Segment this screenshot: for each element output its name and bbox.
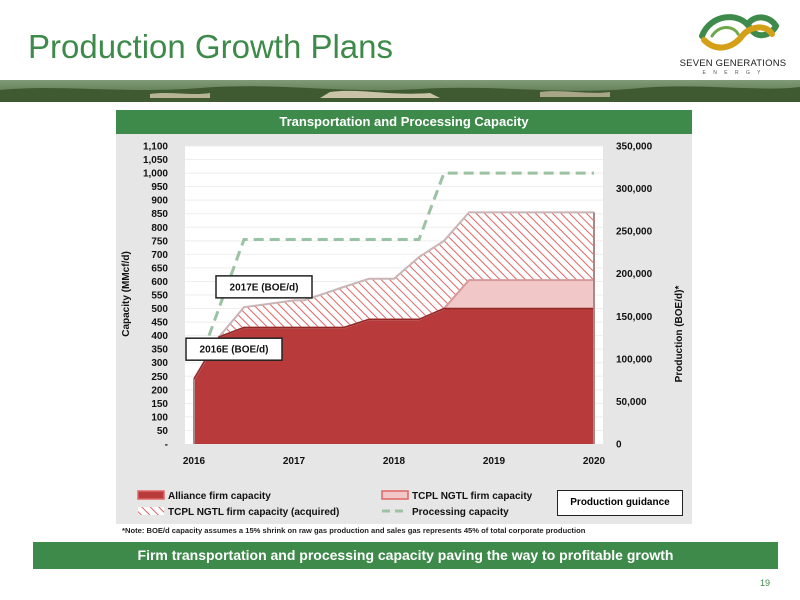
- y2-axis-label: Production (BOE/d)*: [674, 286, 685, 383]
- logo-swoosh-inner: [710, 26, 740, 38]
- y-tick-label: 1,050: [143, 155, 168, 166]
- y-tick-label: 300: [151, 358, 168, 369]
- y-tick-label: 400: [151, 331, 168, 342]
- y-tick-label: 650: [151, 263, 168, 274]
- legend-label-ngtl: TCPL NGTL firm capacity: [412, 491, 533, 502]
- area-ngtl-acquired: [194, 212, 594, 379]
- landscape-banner: [0, 80, 800, 102]
- y-tick-label: 500: [151, 304, 168, 315]
- y2-tick-label: 300,000: [616, 184, 653, 195]
- y-tick-label: 350: [151, 345, 168, 356]
- production-guidance-box: Production guidance: [557, 490, 683, 516]
- brand-subtitle: E N E R G Y: [702, 70, 764, 76]
- legend-label-processing: Processing capacity: [412, 507, 509, 518]
- y-axis-label: Capacity (MMcf/d): [121, 251, 132, 337]
- y-tick-label: 250: [151, 372, 168, 383]
- y2-tick-label: 200,000: [616, 269, 653, 280]
- y-tick-label: 700: [151, 250, 168, 261]
- x-tick-label: 2020: [583, 456, 606, 467]
- logo-swoosh-bottom: [701, 24, 775, 51]
- y-tick-label: 550: [151, 291, 168, 302]
- footer-banner: Firm transportation and processing capac…: [33, 542, 778, 569]
- annotation-label: 2017E (BOE/d): [230, 282, 299, 293]
- y-tick-label: -: [165, 440, 168, 451]
- footnote: *Note: BOE/d capacity assumes a 15% shri…: [122, 526, 586, 535]
- area-ngtl-firm: [194, 280, 594, 379]
- seven-generations-logo: [699, 14, 780, 51]
- x-tick-label: 2019: [483, 456, 506, 467]
- y2-tick-label: 0: [616, 440, 622, 451]
- annotation-box: [215, 275, 313, 299]
- y-tick-label: 150: [151, 399, 168, 410]
- legend-label-acquired: TCPL NGTL firm capacity (acquired): [168, 507, 339, 518]
- legend-label-alliance: Alliance firm capacity: [168, 491, 271, 502]
- area-alliance-firm: [194, 308, 594, 444]
- legend-item-ngtl: TCPL NGTL firm capacity: [381, 490, 533, 502]
- y-tick-label: 600: [151, 277, 168, 288]
- y2-tick-label: 100,000: [616, 354, 653, 365]
- outline-acquired: [193, 211, 594, 380]
- y-tick-label: 900: [151, 196, 168, 207]
- page-title: Production Growth Plans: [28, 28, 394, 65]
- y-tick-label: 50: [157, 426, 169, 437]
- y2-tick-label: 350,000: [616, 142, 653, 153]
- processing-capacity-line: [207, 171, 594, 337]
- y2-tick-label: 250,000: [616, 227, 653, 238]
- y-tick-label: 100: [151, 412, 168, 423]
- x-tick-label: 2018: [383, 456, 406, 467]
- x-tick-label: 2016: [183, 456, 206, 467]
- legend-item-processing: Processing capacity: [382, 507, 509, 518]
- y-tick-label: 950: [151, 182, 168, 193]
- y-tick-label: 850: [151, 209, 168, 220]
- legend-item-acquired: TCPL NGTL firm capacity (acquired): [138, 507, 339, 518]
- outline-alliance: [193, 307, 594, 380]
- y-tick-label: 200: [151, 385, 168, 396]
- y2-tick-label: 150,000: [616, 312, 653, 323]
- x-tick-label: 2017: [283, 456, 306, 467]
- annotation-label: 2016E (BOE/d): [200, 345, 269, 356]
- y-tick-label: 450: [151, 318, 168, 329]
- logo-swoosh-top: [699, 14, 780, 39]
- legend: Alliance firm capacity TCPL NGTL firm ca…: [137, 490, 533, 518]
- brand-name: SEVEN GENERATIONS: [679, 58, 787, 69]
- y-tick-label: 1,100: [143, 142, 168, 153]
- annotation-box: [185, 337, 283, 361]
- y-tick-label: 1,000: [143, 169, 168, 180]
- legend-item-alliance: Alliance firm capacity: [137, 490, 271, 502]
- y2-tick-label: 50,000: [616, 397, 647, 408]
- panel-title: Transportation and Processing Capacity: [116, 110, 692, 134]
- y-tick-label: 750: [151, 236, 168, 247]
- y-tick-label: 800: [151, 223, 168, 234]
- capacity-chart: - 50 100 150 200 250 300 350 400 450 500 550 600 650 7…: [121, 142, 685, 519]
- page-number: 19: [760, 578, 771, 588]
